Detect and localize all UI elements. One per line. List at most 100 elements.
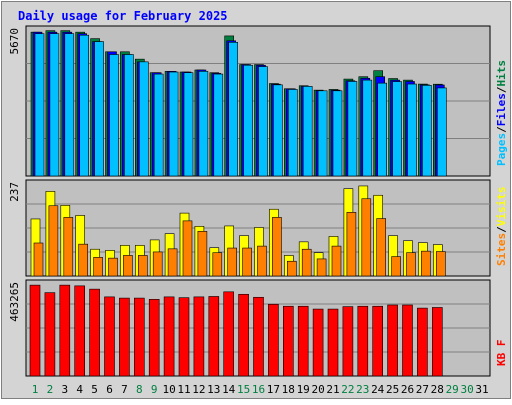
kbytes-series xyxy=(29,284,443,377)
sites-bar xyxy=(286,260,297,277)
sites-bar xyxy=(376,218,387,277)
sites-bar xyxy=(138,255,148,277)
legend-entry: / xyxy=(495,226,508,233)
kbytes-bar xyxy=(89,288,100,377)
sites-visits-panel: 237 Sites/Visits xyxy=(8,179,508,277)
kbytes-bar xyxy=(372,305,384,377)
x-tick-label: 12 xyxy=(192,383,205,396)
kbytes-bar xyxy=(282,305,294,377)
x-tick-label: 14 xyxy=(222,383,236,396)
pages-bar xyxy=(287,89,298,177)
sites-bar xyxy=(257,245,267,277)
sites-bar xyxy=(123,255,133,277)
kbytes-bar xyxy=(327,308,339,377)
x-tick-label: 9 xyxy=(151,383,158,396)
x-tick-label: 19 xyxy=(297,383,310,396)
kbytes-bar xyxy=(431,307,443,377)
pages-series xyxy=(34,33,447,177)
pages-bar xyxy=(139,61,149,177)
sites-bar xyxy=(167,248,178,277)
y-max-label: 237 xyxy=(8,182,21,202)
x-tick-label: 4 xyxy=(76,383,83,396)
x-tick-label: 23 xyxy=(356,383,369,396)
pages-bar xyxy=(407,83,417,177)
kbytes-bar xyxy=(163,296,175,377)
kbytes-bar xyxy=(312,308,324,377)
sites-bar xyxy=(272,217,282,277)
x-tick-label: 25 xyxy=(386,383,399,396)
kbytes-bar xyxy=(238,293,249,377)
sites-bar xyxy=(361,198,372,277)
sites-bar xyxy=(78,243,88,277)
legend: KB F xyxy=(495,340,508,367)
x-tick-label: 7 xyxy=(121,383,128,396)
kbytes-panel: 463265 KB F xyxy=(8,279,508,377)
frame-border-dark xyxy=(1,1,511,399)
x-tick-label: 16 xyxy=(252,383,265,396)
kbytes-bar xyxy=(417,307,428,377)
x-tick-label: 11 xyxy=(177,383,190,396)
legend-entry: Visits xyxy=(495,187,508,227)
pages-bar xyxy=(362,79,373,177)
kbytes-bar xyxy=(44,292,56,377)
kbytes-bar xyxy=(268,303,279,377)
sites-bar xyxy=(152,251,163,277)
chart-title: Daily usage for February 2025 xyxy=(18,9,228,23)
pages-bar xyxy=(213,73,224,177)
x-tick-label: 20 xyxy=(311,383,324,396)
x-tick-label: 31 xyxy=(475,383,488,396)
kbytes-bar xyxy=(208,296,220,377)
legend-entry: Hits xyxy=(495,60,508,87)
pages-bar xyxy=(258,66,268,177)
x-tick-label: 8 xyxy=(136,383,143,396)
hits-files-pages-panel: 5670 Pages/Files/Hits xyxy=(8,25,508,177)
kbytes-bar xyxy=(29,284,41,377)
y-max-label: 5670 xyxy=(8,28,21,55)
x-tick-label: 21 xyxy=(326,383,339,396)
x-tick-label: 17 xyxy=(267,383,280,396)
sites-bar xyxy=(182,220,193,277)
sites-series xyxy=(33,198,446,277)
sites-bar xyxy=(242,247,252,277)
pages-bar xyxy=(377,82,388,177)
x-tick-label: 6 xyxy=(106,383,113,396)
x-tick-label: 27 xyxy=(416,383,429,396)
x-tick-label: 5 xyxy=(91,383,98,396)
y-max-label: 463265 xyxy=(8,282,21,322)
sites-bar xyxy=(301,248,312,277)
legend-entry: Sites xyxy=(495,233,508,266)
sites-bar xyxy=(227,247,237,277)
pages-bar xyxy=(168,71,179,177)
pages-bar xyxy=(392,81,402,177)
kbytes-bar xyxy=(148,299,160,377)
sites-bar xyxy=(63,217,74,277)
x-tick-label: 28 xyxy=(431,383,444,396)
sites-bar xyxy=(316,258,327,277)
kbytes-bar xyxy=(342,306,354,377)
kbytes-bar xyxy=(119,297,130,377)
sites-bar xyxy=(406,252,416,277)
sites-bar xyxy=(33,242,44,277)
legend: Sites/Visits xyxy=(495,187,508,267)
x-tick-label: 2 xyxy=(47,383,54,396)
x-tick-label: 24 xyxy=(371,383,385,396)
pages-bar xyxy=(243,64,253,177)
x-tick-label: 1 xyxy=(32,383,39,396)
kbytes-bar xyxy=(357,305,369,377)
pages-bar xyxy=(347,81,358,177)
kbytes-bar xyxy=(178,297,190,377)
x-tick-label: 10 xyxy=(162,383,175,396)
legend: Pages/Files/Hits xyxy=(495,60,508,166)
pages-bar xyxy=(79,34,89,177)
kbytes-bar xyxy=(104,296,115,377)
sites-bar xyxy=(212,252,223,277)
x-tick-label: 22 xyxy=(341,383,354,396)
x-tick-label: 18 xyxy=(282,383,295,396)
kbytes-bar xyxy=(387,304,398,377)
pages-bar xyxy=(273,84,283,177)
pages-bar xyxy=(94,41,104,177)
pages-bar xyxy=(109,54,119,177)
pages-bar xyxy=(228,42,238,177)
pages-bar xyxy=(332,90,343,177)
x-tick-label: 13 xyxy=(207,383,220,396)
